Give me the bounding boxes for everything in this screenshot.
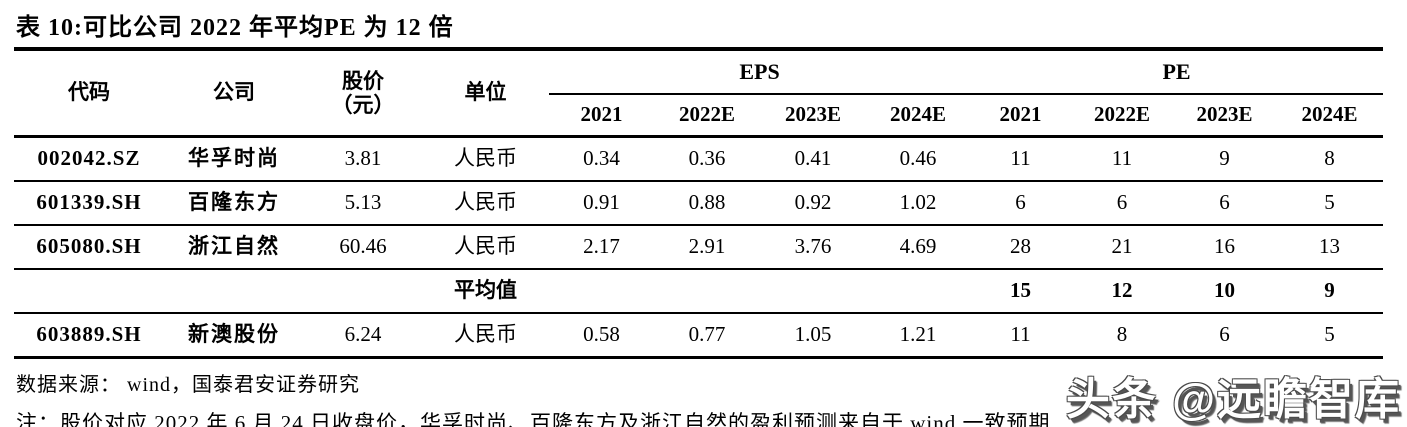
- col-header-code: 代码: [14, 51, 164, 138]
- cell-pe-2024e: 13: [1276, 225, 1384, 270]
- cell-avg-pe-2022e: 12: [1071, 269, 1174, 314]
- cell-pe-2023e: 9: [1173, 136, 1277, 182]
- cell-code: 601339.SH: [14, 181, 164, 226]
- col-header-eps-2023e: 2023E: [760, 94, 866, 138]
- cell-pe-2023e: 6: [1173, 313, 1277, 359]
- cell-pe-2022e: 8: [1071, 313, 1174, 359]
- cell-company: 百隆东方: [164, 181, 304, 226]
- cell-empty: [14, 269, 164, 314]
- cell-empty: [760, 269, 866, 314]
- col-group-eps: EPS: [549, 51, 971, 95]
- col-header-eps-2021: 2021: [549, 94, 654, 138]
- cell-pe-2024e: 5: [1276, 313, 1384, 359]
- footnote-line: 注：股价对应 2022 年 6 月 24 日收盘价，华孚时尚、百隆东方及浙江自然…: [16, 411, 1051, 427]
- cell-pe-2024e: 8: [1276, 136, 1384, 182]
- cell-eps-2024e: 0.46: [866, 136, 971, 182]
- col-header-unit: 单位: [422, 51, 549, 138]
- cell-pe-2021: 11: [970, 313, 1072, 359]
- cell-empty: [304, 269, 422, 314]
- cell-avg-pe-2023e: 10: [1173, 269, 1277, 314]
- cell-eps-2023e: 0.92: [760, 181, 866, 226]
- cell-price: 5.13: [304, 181, 422, 226]
- cell-pe-2022e: 11: [1071, 136, 1174, 182]
- average-row: 平均值 15 12 10 9: [14, 269, 1384, 314]
- cell-eps-2024e: 1.21: [866, 313, 971, 359]
- cell-price: 60.46: [304, 225, 422, 270]
- data-source-line: 数据来源： wind，国泰君安证券研究: [16, 374, 360, 396]
- cell-pe-2023e: 6: [1173, 181, 1277, 226]
- col-header-pe-2024e: 2024E: [1276, 94, 1384, 138]
- cell-eps-2023e: 1.05: [760, 313, 866, 359]
- cell-empty: [654, 269, 760, 314]
- cell-pe-2022e: 6: [1071, 181, 1174, 226]
- comparable-companies-table: 代码 公司 股价 （元） 单位 EPS PE 2021 2022E 2023E …: [14, 51, 1384, 359]
- watermark-logo: 头条 @远瞻智库: [1065, 375, 1401, 424]
- col-header-eps-2024e: 2024E: [866, 94, 971, 138]
- cell-company: 浙江自然: [164, 225, 304, 270]
- cell-eps-2024e: 1.02: [866, 181, 971, 226]
- cell-code: 603889.SH: [14, 313, 164, 359]
- table-row: 002042.SZ 华孚时尚 3.81 人民币 0.34 0.36 0.41 0…: [14, 136, 1384, 182]
- cell-pe-2022e: 21: [1071, 225, 1174, 270]
- cell-pe-2024e: 5: [1276, 181, 1384, 226]
- cell-eps-2021: 2.17: [549, 225, 654, 270]
- cell-pe-2021: 11: [970, 136, 1072, 182]
- table-row: 605080.SH 浙江自然 60.46 人民币 2.17 2.91 3.76 …: [14, 225, 1384, 270]
- cell-pe-2023e: 16: [1173, 225, 1277, 270]
- cell-code: 605080.SH: [14, 225, 164, 270]
- cell-empty: [164, 269, 304, 314]
- cell-empty: [866, 269, 971, 314]
- cell-price: 6.24: [304, 313, 422, 359]
- table-row: 601339.SH 百隆东方 5.13 人民币 0.91 0.88 0.92 1…: [14, 181, 1384, 226]
- cell-empty: [549, 269, 654, 314]
- col-header-company: 公司: [164, 51, 304, 138]
- col-header-eps-2022e: 2022E: [654, 94, 760, 138]
- cell-company: 华孚时尚: [164, 136, 304, 182]
- cell-eps-2022e: 0.36: [654, 136, 760, 182]
- cell-average-label: 平均值: [422, 269, 549, 314]
- cell-price: 3.81: [304, 136, 422, 182]
- table-row: 603889.SH 新澳股份 6.24 人民币 0.58 0.77 1.05 1…: [14, 313, 1384, 359]
- cell-eps-2022e: 2.91: [654, 225, 760, 270]
- cell-unit: 人民币: [422, 313, 549, 359]
- cell-unit: 人民币: [422, 181, 549, 226]
- table-block: 表 10:可比公司 2022 年平均PE 为 12 倍 代码 公司 股价 （元）…: [14, 0, 1384, 427]
- cell-eps-2021: 0.91: [549, 181, 654, 226]
- cell-eps-2023e: 0.41: [760, 136, 866, 182]
- col-group-pe: PE: [970, 51, 1384, 95]
- cell-company: 新澳股份: [164, 313, 304, 359]
- cell-pe-2021: 6: [970, 181, 1072, 226]
- cell-pe-2021: 28: [970, 225, 1072, 270]
- cell-eps-2024e: 4.69: [866, 225, 971, 270]
- table-title: 表 10:可比公司 2022 年平均PE 为 12 倍: [14, 0, 1383, 51]
- cell-eps-2022e: 0.88: [654, 181, 760, 226]
- price-label-line1: 股价: [342, 68, 384, 93]
- col-header-pe-2021: 2021: [970, 94, 1072, 138]
- cell-eps-2021: 0.58: [549, 313, 654, 359]
- cell-avg-pe-2024e: 9: [1276, 269, 1384, 314]
- price-label-line2: （元）: [331, 93, 395, 117]
- cell-eps-2021: 0.34: [549, 136, 654, 182]
- cell-unit: 人民币: [422, 136, 549, 182]
- col-header-pe-2022e: 2022E: [1071, 94, 1174, 138]
- cell-eps-2023e: 3.76: [760, 225, 866, 270]
- col-header-price: 股价 （元）: [304, 51, 422, 138]
- cell-code: 002042.SZ: [14, 136, 164, 182]
- cell-eps-2022e: 0.77: [654, 313, 760, 359]
- cell-unit: 人民币: [422, 225, 549, 270]
- col-header-pe-2023e: 2023E: [1173, 94, 1277, 138]
- cell-avg-pe-2021: 15: [970, 269, 1072, 314]
